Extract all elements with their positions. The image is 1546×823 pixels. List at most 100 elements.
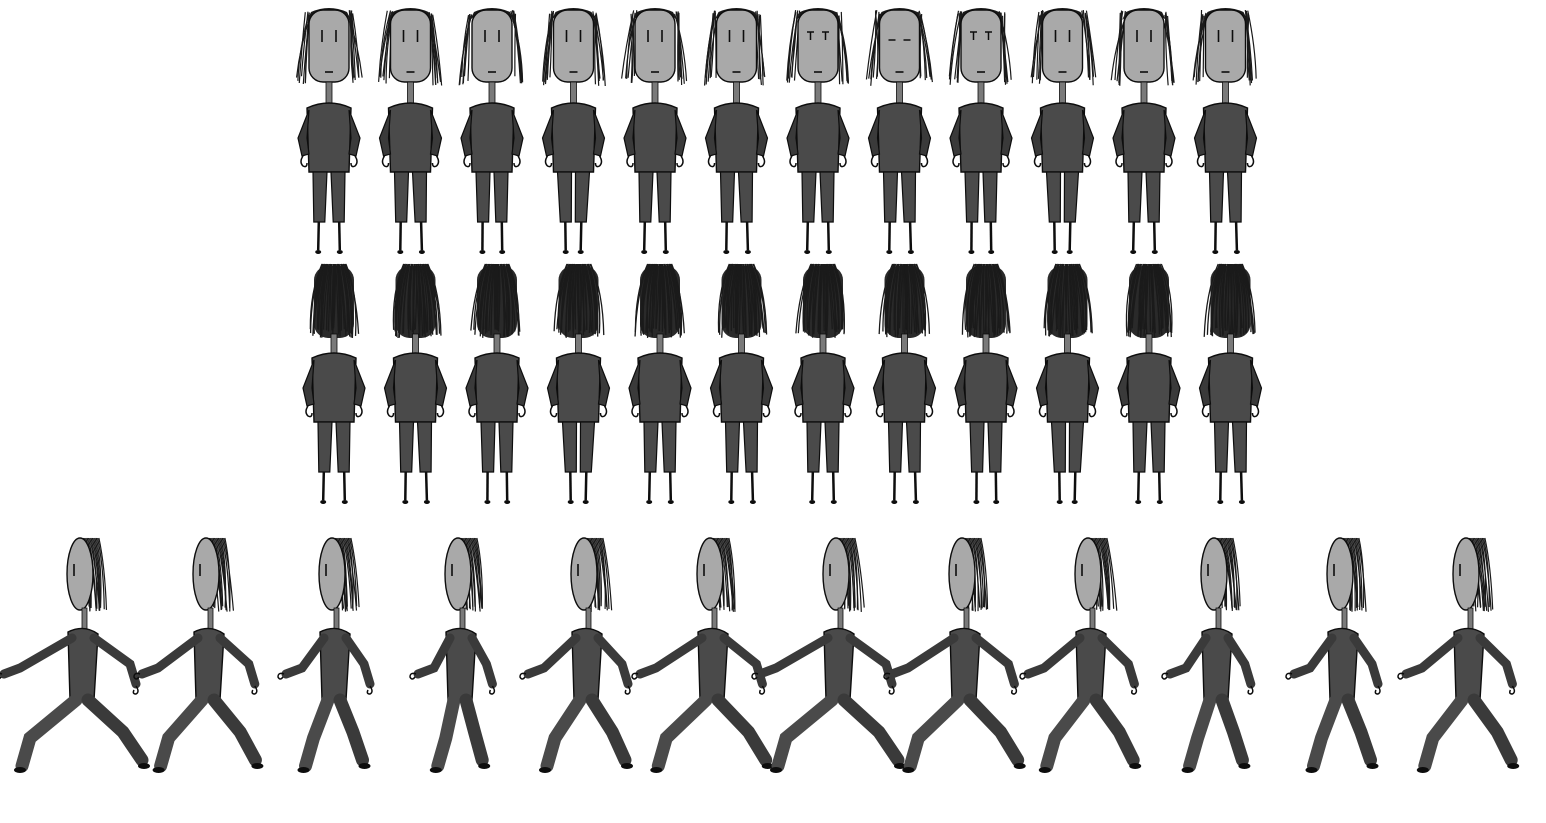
back-arm [0,633,77,679]
right-foot [504,500,511,504]
sprite-frame [302,263,366,504]
neck [651,81,659,105]
sprite-frame [631,537,774,773]
right-leg [1226,171,1243,223]
sprite-frame [465,263,529,504]
sprite-frame [948,8,1013,254]
neck [901,333,908,355]
back-arm [1165,633,1211,679]
sprite-frame [1198,263,1263,504]
right-hand [594,155,603,168]
front-leg [585,693,632,767]
face [822,537,850,611]
right-hand [762,405,771,418]
torso [637,352,683,423]
right-arm [429,109,443,157]
right-leg [905,421,922,473]
back-foot [152,767,165,773]
eyes [970,31,992,40]
left-leg [561,421,578,473]
eyes [565,30,582,42]
back-leg [299,693,335,773]
neck [711,607,718,631]
hair [553,263,605,338]
front-foot [894,763,906,769]
left-foot [484,500,491,504]
left-arm [872,359,886,407]
torso [571,627,603,701]
sprite-frame [1019,537,1142,773]
left-hand [468,405,476,418]
right-leg [498,421,514,473]
left-foot [1217,500,1224,504]
left-foot [1056,500,1063,504]
right-leg [579,421,596,473]
sprite-frame [295,8,363,254]
left-arm [1193,109,1207,157]
left-hand [707,155,716,168]
eyes [1136,30,1152,42]
face [318,537,346,611]
front-foot [251,763,264,769]
torso [697,627,729,701]
right-shin [831,471,836,501]
left-hand [386,405,395,418]
front-leg [81,693,149,767]
neck [325,81,333,105]
eyes [807,31,829,40]
right-leg [656,171,672,223]
left-hand [870,155,879,168]
left-foot [804,250,811,254]
left-shin [642,221,647,251]
hair [1203,263,1256,338]
neck [1215,607,1222,631]
neck [656,333,664,355]
eyes [1054,30,1071,42]
left-hand [1201,405,1210,418]
front-foot [358,763,371,769]
back-foot [1181,767,1194,773]
left-leg [393,171,410,223]
back-leg [15,693,83,773]
left-foot [1135,500,1142,504]
front-foot [621,763,633,769]
torso [963,352,1009,423]
left-shin [805,221,810,251]
left-arm [954,359,967,407]
left-arm [383,359,397,407]
back-hand [1285,672,1293,680]
left-leg [964,171,980,223]
neck [963,607,970,631]
left-foot [315,250,322,254]
right-shin [663,221,668,251]
right-hand [1088,405,1097,418]
right-shin [1157,471,1162,501]
right-leg [1068,421,1085,473]
sprite-frame [1161,537,1256,773]
neck [733,81,740,105]
left-leg [1050,421,1067,473]
front-arm [1223,633,1256,689]
right-shin [1073,471,1077,501]
neck [982,333,990,355]
right-hand [676,155,684,168]
eyes [647,30,663,42]
back-hand [1397,672,1405,680]
back-hand [519,672,527,680]
left-leg [882,171,899,223]
left-hand [1120,405,1128,418]
right-hand [839,155,847,168]
left-hand [957,405,965,418]
right-leg [737,171,754,223]
right-foot [744,250,751,254]
front-leg [963,693,1025,767]
face [1452,537,1480,611]
left-leg [719,171,736,223]
sprite-frame [378,8,443,254]
right-leg [1145,171,1161,223]
right-arm [592,109,606,157]
torso [795,102,841,173]
torso [311,352,357,423]
sprite-frame [458,8,524,254]
left-foot [723,250,730,254]
